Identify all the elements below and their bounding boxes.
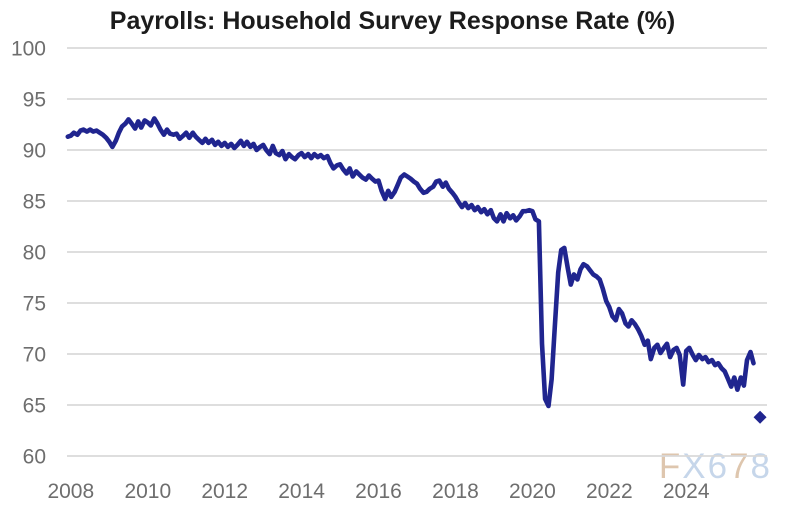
watermark-letter: 8 bbox=[750, 447, 772, 486]
y-tick-label: 95 bbox=[23, 89, 46, 112]
watermark-letter: 6 bbox=[707, 447, 730, 486]
x-tick-label: 2018 bbox=[432, 480, 479, 503]
response-rate-line bbox=[65, 116, 756, 409]
watermark: FX678 bbox=[659, 449, 772, 484]
y-tick-label: 75 bbox=[23, 293, 46, 316]
watermark-letter: X bbox=[682, 447, 708, 486]
x-tick-label: 2008 bbox=[47, 480, 94, 503]
x-tick-label: 2022 bbox=[586, 480, 633, 503]
watermark-letter: F bbox=[658, 447, 683, 486]
x-tick-label: 2020 bbox=[509, 480, 556, 503]
x-tick-label: 2012 bbox=[201, 480, 248, 503]
y-tick-label: 85 bbox=[23, 191, 46, 214]
latest-point-diamond bbox=[753, 410, 767, 424]
chart-title: Payrolls: Household Survey Response Rate… bbox=[109, 7, 676, 35]
watermark-letter: 7 bbox=[729, 447, 751, 486]
y-tick-label: 90 bbox=[23, 140, 46, 163]
x-tick-label: 2014 bbox=[278, 480, 325, 503]
x-tick-label: 2024 bbox=[663, 480, 710, 503]
x-tick-label: 2010 bbox=[124, 480, 171, 503]
y-tick-label: 60 bbox=[23, 446, 46, 469]
y-tick-label: 70 bbox=[23, 344, 46, 367]
x-tick-label: 2016 bbox=[355, 480, 402, 503]
y-tick-label: 100 bbox=[11, 38, 46, 61]
y-tick-label: 65 bbox=[23, 395, 46, 418]
y-tick-label: 80 bbox=[23, 242, 46, 265]
